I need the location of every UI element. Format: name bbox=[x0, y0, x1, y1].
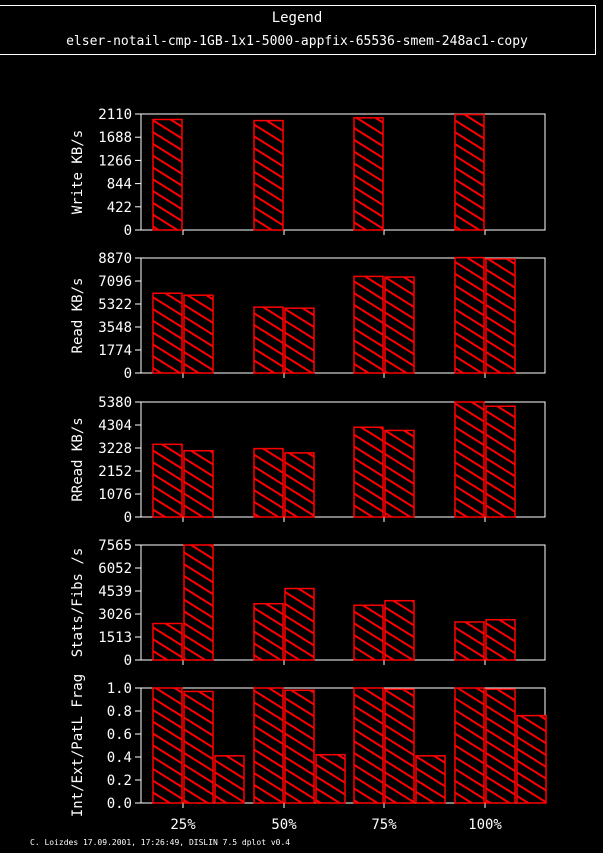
bar-p2-s1-c1 bbox=[284, 452, 315, 518]
bar-p3-s1-c0 bbox=[183, 544, 214, 661]
y-tick-label: 7096 bbox=[98, 274, 132, 290]
bar-p4-s0-c1 bbox=[253, 687, 284, 804]
bar-p1-s1-c1 bbox=[284, 307, 315, 374]
bar-p0-s0-c2 bbox=[353, 117, 384, 231]
bar-p4-s2-c0 bbox=[214, 755, 245, 804]
y-tick-label: 1688 bbox=[98, 130, 132, 146]
x-tick-label: 100% bbox=[468, 817, 502, 833]
bar-p3-s0-c2 bbox=[353, 604, 384, 661]
y-tick-label: 0 bbox=[124, 510, 132, 526]
bar-p3-s0-c3 bbox=[454, 621, 485, 661]
bar-p2-s1-c0 bbox=[183, 449, 214, 518]
x-tick-label: 75% bbox=[371, 817, 397, 833]
y-tick-label: 7565 bbox=[98, 538, 132, 554]
plot-frame-3 bbox=[140, 544, 546, 661]
y-tick-label: 0.6 bbox=[107, 727, 132, 743]
y-axis-label: Write KB/s bbox=[70, 130, 86, 214]
x-tick-label: 25% bbox=[170, 817, 196, 833]
legend-title: Legend bbox=[271, 10, 323, 26]
bar-p2-s0-c2 bbox=[353, 426, 384, 518]
bar-p3-s1-c3 bbox=[485, 618, 516, 661]
bar-p4-s2-c3 bbox=[516, 714, 547, 804]
y-axis-label: Stats/Fibs /s bbox=[70, 548, 86, 658]
y-tick-label: 0.8 bbox=[107, 704, 132, 720]
bar-p1-s1-c2 bbox=[384, 276, 415, 374]
bar-p1-s0-c3 bbox=[454, 256, 485, 374]
legend-entry: elser-notail-cmp-1GB-1x1-5000-appfix-655… bbox=[66, 34, 528, 49]
bar-p4-s0-c3 bbox=[454, 687, 485, 804]
bar-p2-s0-c1 bbox=[253, 447, 284, 518]
bar-p1-s0-c1 bbox=[253, 306, 284, 374]
y-tick-label: 1774 bbox=[98, 343, 132, 359]
footer-credit: C. Loizdes 17.09.2001, 17:26:49, DISLIN … bbox=[30, 838, 291, 847]
y-axis-label: Read KB/s bbox=[70, 278, 86, 354]
plot-frame-2 bbox=[140, 401, 546, 518]
y-tick-label: 3228 bbox=[98, 441, 132, 457]
bar-p1-s1-c0 bbox=[183, 294, 214, 374]
bar-p3-s0-c1 bbox=[253, 603, 284, 661]
y-tick-label: 4304 bbox=[98, 418, 132, 434]
y-tick-label: 0.4 bbox=[107, 750, 132, 766]
y-axis-label: Int/Ext/PatL Frag bbox=[70, 674, 86, 817]
bar-p3-s1-c2 bbox=[384, 599, 415, 661]
y-tick-label: 3026 bbox=[98, 607, 132, 623]
y-tick-label: 5380 bbox=[98, 395, 132, 411]
y-tick-label: 0 bbox=[124, 653, 132, 669]
bar-p4-s0-c2 bbox=[353, 687, 384, 804]
y-tick-label: 1266 bbox=[98, 153, 132, 169]
bar-p1-s0-c0 bbox=[152, 292, 183, 374]
y-tick-label: 8870 bbox=[98, 251, 132, 267]
bar-p2-s1-c3 bbox=[485, 405, 516, 518]
bar-p2-s0-c0 bbox=[152, 443, 183, 518]
bar-p1-s0-c2 bbox=[353, 275, 384, 374]
bar-p4-s2-c2 bbox=[415, 755, 446, 804]
plot-frame-1 bbox=[140, 257, 546, 374]
y-tick-label: 4539 bbox=[98, 584, 132, 600]
bar-p4-s0-c0 bbox=[152, 687, 183, 804]
y-tick-label: 1513 bbox=[98, 630, 132, 646]
y-tick-label: 422 bbox=[107, 200, 132, 216]
plot-frame-0 bbox=[140, 113, 546, 231]
y-tick-label: 3548 bbox=[98, 320, 132, 336]
bar-p1-s1-c3 bbox=[485, 258, 516, 374]
y-axis-label: RRead KB/s bbox=[70, 417, 86, 501]
bar-p2-s0-c3 bbox=[454, 401, 485, 518]
bar-p2-s1-c2 bbox=[384, 429, 415, 518]
y-tick-label: 0.2 bbox=[107, 773, 132, 789]
y-tick-label: 1076 bbox=[98, 487, 132, 503]
bar-p0-s0-c3 bbox=[454, 113, 485, 231]
legend-box: Legend elser-notail-cmp-1GB-1x1-5000-app… bbox=[0, 5, 596, 55]
y-tick-label: 6052 bbox=[98, 561, 132, 577]
bar-p4-s1-c1 bbox=[284, 689, 315, 804]
bar-p4-s1-c0 bbox=[183, 690, 214, 804]
y-tick-label: 1.0 bbox=[107, 681, 132, 697]
bar-p4-s2-c1 bbox=[315, 753, 346, 804]
bar-p0-s0-c1 bbox=[253, 119, 284, 231]
x-tick-label: 50% bbox=[271, 817, 297, 833]
y-tick-label: 844 bbox=[107, 177, 132, 193]
y-tick-label: 5322 bbox=[98, 297, 132, 313]
bar-p4-s1-c3 bbox=[485, 688, 516, 804]
y-tick-label: 2152 bbox=[98, 464, 132, 480]
y-tick-label: 2110 bbox=[98, 107, 132, 123]
y-tick-label: 0 bbox=[124, 366, 132, 382]
bar-p4-s1-c2 bbox=[384, 688, 415, 804]
y-tick-label: 0.0 bbox=[107, 796, 132, 812]
y-tick-label: 0 bbox=[124, 223, 132, 239]
bar-p3-s1-c1 bbox=[284, 587, 315, 661]
bar-p3-s0-c0 bbox=[152, 622, 183, 661]
bar-p0-s0-c0 bbox=[152, 118, 183, 231]
